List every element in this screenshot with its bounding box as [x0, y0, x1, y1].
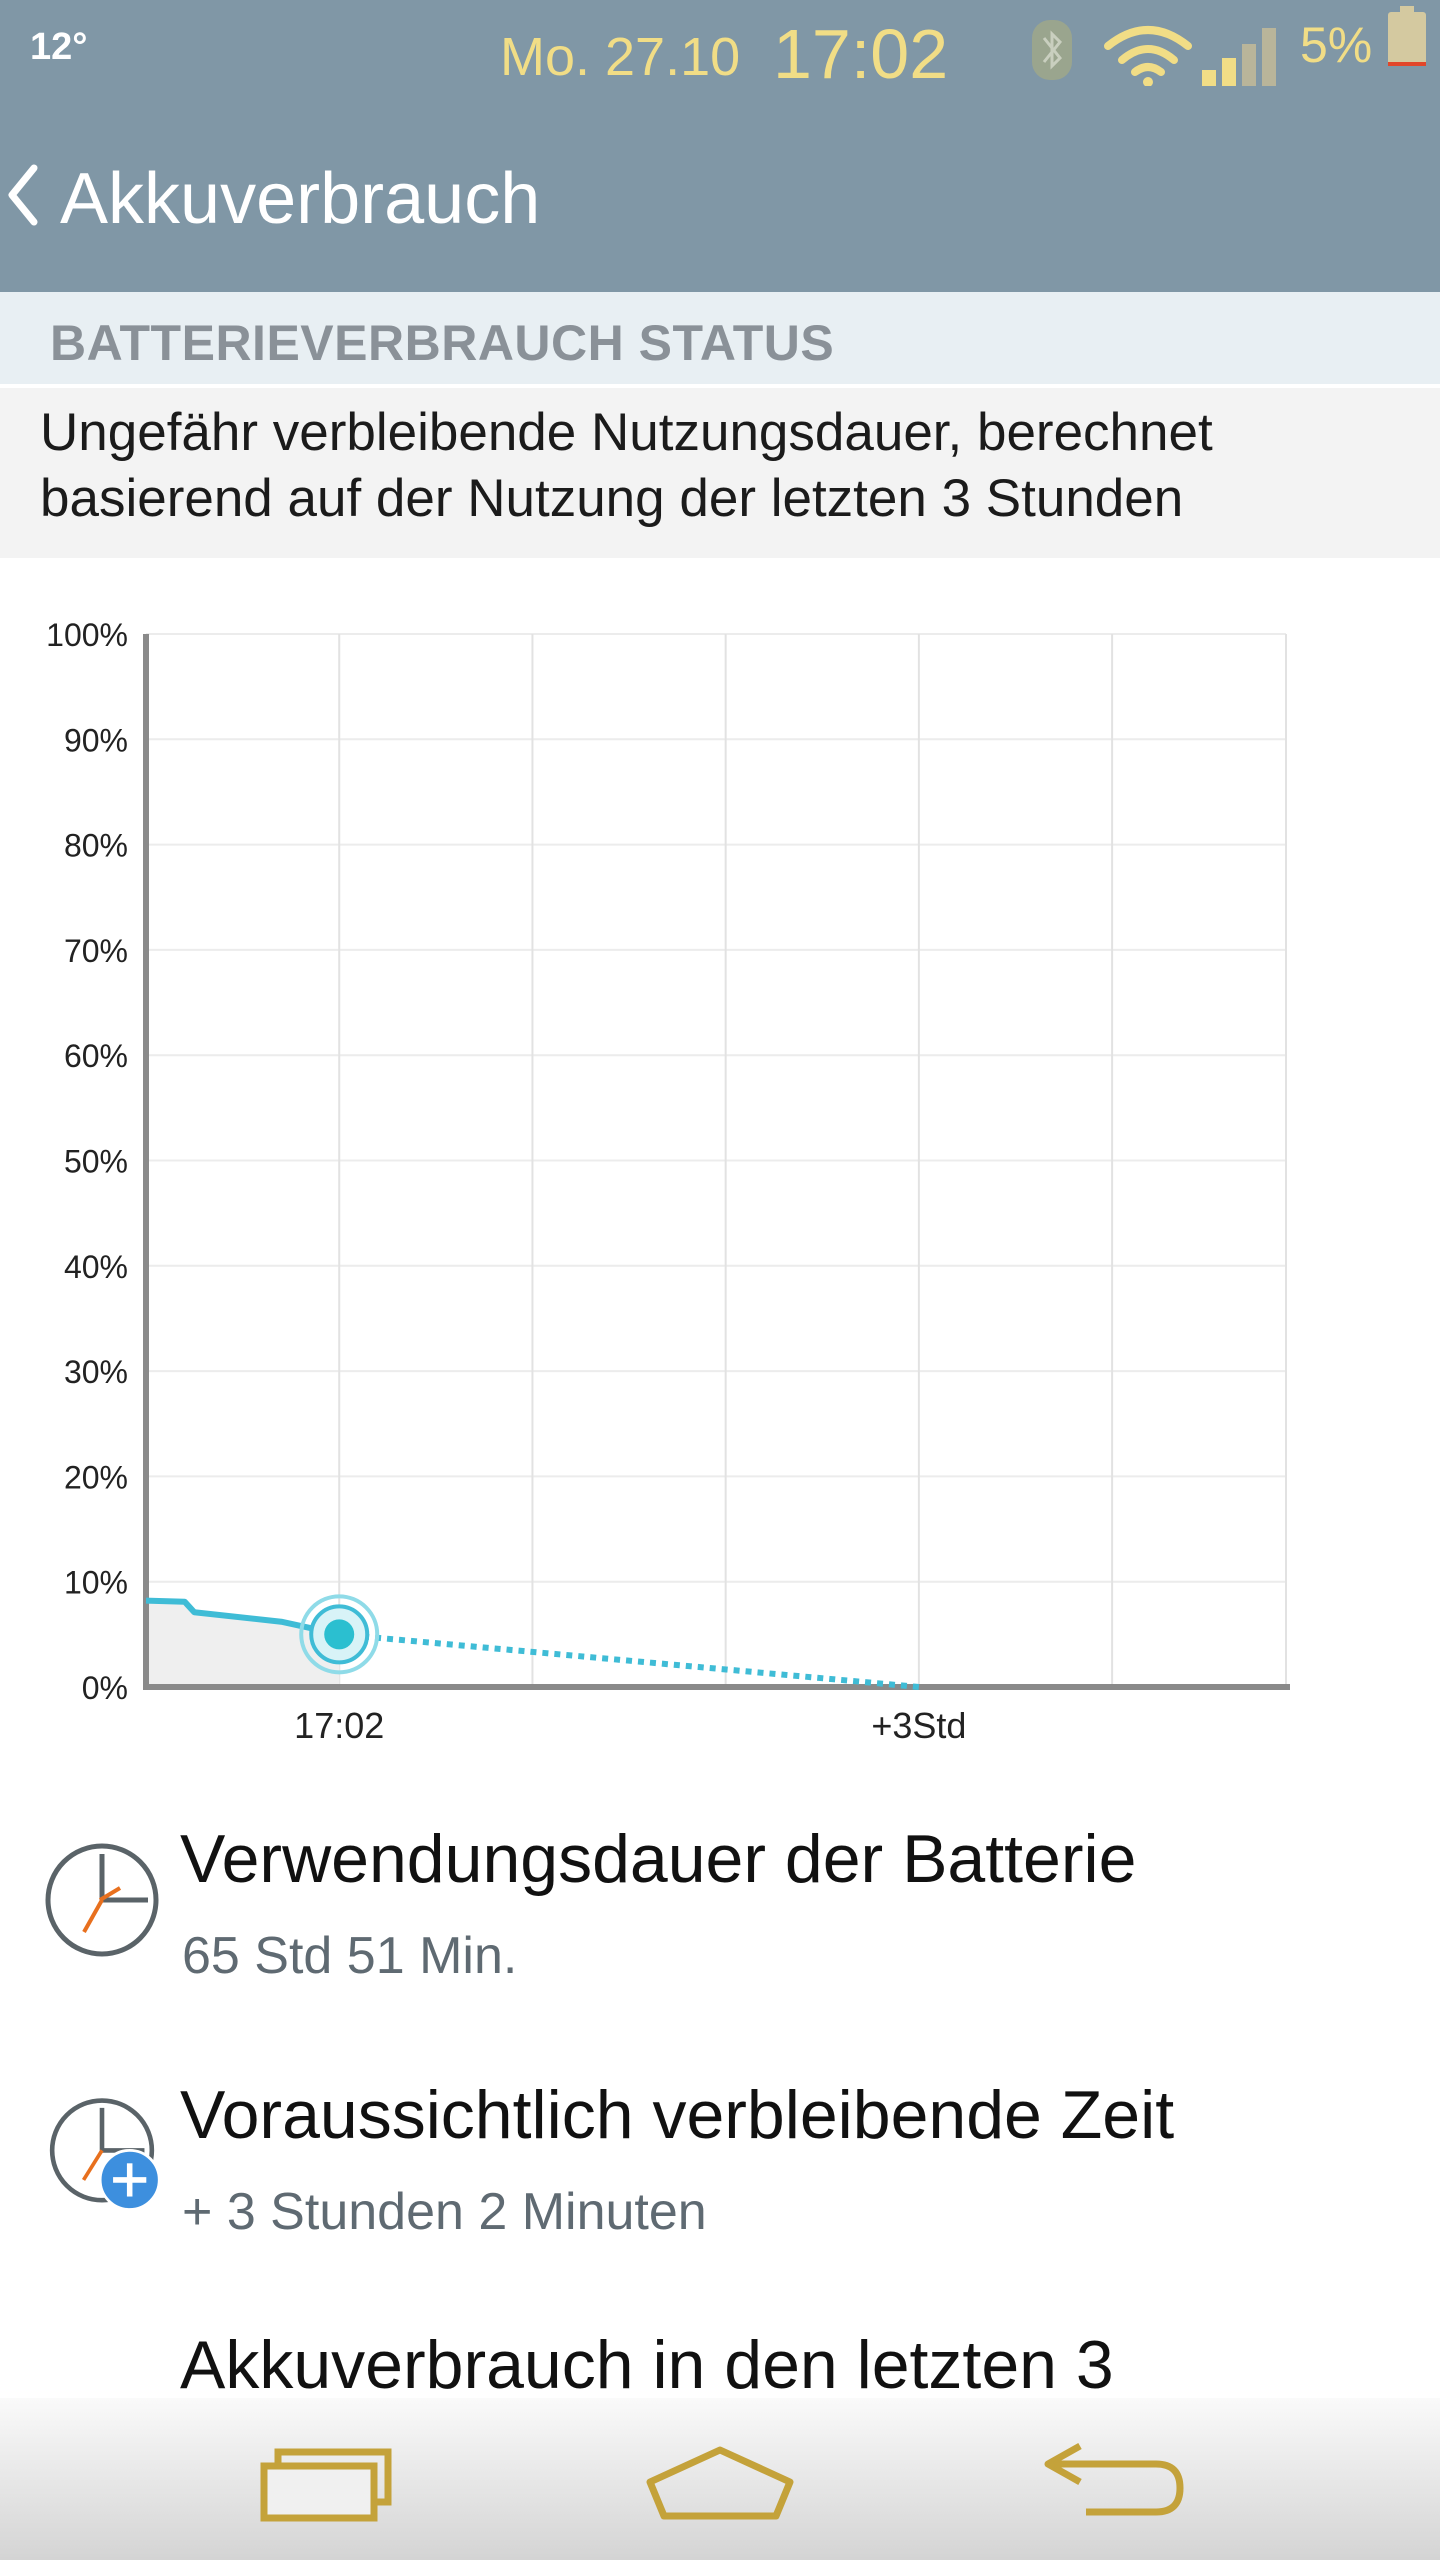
battery-usage-chart: 100% 90% 80% 70% 60% 50% 40% 30% 20% 10% 0% 17:02 +3…: [46, 617, 1290, 1746]
app-bar: [0, 102, 1440, 292]
list-item-title[interactable]: Verwendungsdauer der Batterie: [180, 1821, 1137, 1897]
description-line-1: Ungefähr verbleibende Nutzungsdauer, ber…: [40, 403, 1213, 462]
y-tick-label: 80%: [64, 828, 128, 864]
signal-icon: [1202, 28, 1276, 86]
list-item-subtitle: 65 Std 51 Min.: [182, 1927, 518, 1985]
back-icon[interactable]: [1036, 2430, 1196, 2530]
weather-temperature: 12°: [30, 26, 88, 68]
y-tick-label: 40%: [64, 1249, 128, 1285]
y-tick-label: 20%: [64, 1459, 128, 1495]
navigation-bar: [0, 2398, 1440, 2560]
status-time: 17:02: [773, 15, 949, 93]
battery-percent: 5%: [1300, 17, 1373, 73]
status-date: Mo. 27.10: [500, 27, 741, 87]
back-chevron-icon[interactable]: [0, 150, 52, 240]
current-point-ring: [299, 1594, 380, 1675]
y-tick-label: 70%: [64, 933, 128, 969]
clock-icon: [45, 1843, 159, 1957]
y-tick-label: 100%: [46, 617, 128, 653]
projection-line: [338, 1631, 920, 1690]
wifi-icon: [1104, 26, 1192, 86]
y-tick-label: 10%: [64, 1565, 128, 1601]
description-line-2: basierend auf der Nutzung der letzten 3 …: [40, 469, 1184, 528]
x-tick-label: 17:02: [294, 1705, 384, 1746]
recent-apps-icon[interactable]: [250, 2430, 410, 2530]
bluetooth-icon: [1032, 20, 1072, 80]
y-tick-label: 50%: [64, 1144, 128, 1180]
home-icon[interactable]: [640, 2430, 800, 2530]
battery-icon: [1388, 6, 1426, 66]
history-area: [146, 1600, 340, 1687]
page-title[interactable]: Akkuverbrauch: [60, 159, 541, 239]
y-tick-label: 30%: [64, 1354, 128, 1390]
list-item-subtitle: + 3 Stunden 2 Minuten: [182, 2183, 707, 2241]
section-title: BATTERIEVERBRAUCH STATUS: [50, 315, 835, 371]
x-tick-label: +3Std: [871, 1705, 966, 1746]
y-tick-label: 0%: [82, 1670, 128, 1706]
y-tick-label: 90%: [64, 722, 128, 758]
clock-plus-icon: [49, 2098, 161, 2211]
list-item-title[interactable]: Voraussichtlich verbleibende Zeit: [180, 2077, 1175, 2153]
y-tick-label: 60%: [64, 1038, 128, 1074]
description-panel: [0, 388, 1440, 558]
description-text: Ungefähr verbleibende Nutzungsdauer, ber…: [40, 400, 1420, 532]
status-bar: [0, 0, 1440, 102]
section-header: [0, 292, 1440, 384]
current-point-marker: [324, 1619, 355, 1650]
list-item-title[interactable]: Akkuverbrauch in den letzten 3: [180, 2327, 1114, 2403]
